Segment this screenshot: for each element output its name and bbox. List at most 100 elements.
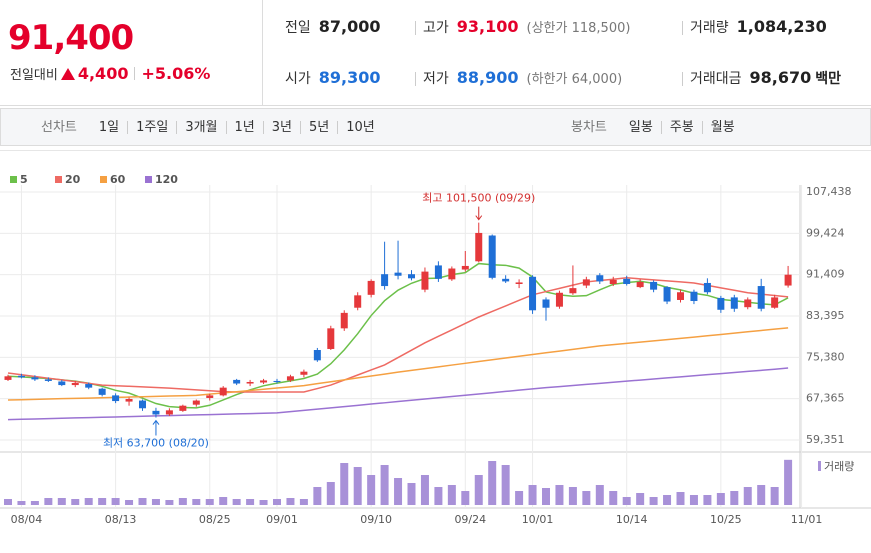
stat-unit: 백만 <box>815 71 842 87</box>
stat-note: (상한가 118,500) <box>526 21 631 36</box>
candle-body <box>434 265 442 279</box>
toolbar-label: 봉차트 <box>571 119 607 135</box>
volume-bar <box>111 498 120 505</box>
stat: 저가 88,900 (하한가 64,000) <box>423 68 622 88</box>
volume-bar <box>636 493 645 505</box>
period-button[interactable]: 1년 <box>225 120 263 134</box>
volume-label: 거래량 <box>824 460 854 473</box>
volume-bar <box>501 465 510 505</box>
x-tick-label: 09/10 <box>360 513 392 526</box>
stat: 거래량 1,084,230 <box>690 17 827 37</box>
candle-body <box>757 286 765 309</box>
volume-bar <box>582 491 591 505</box>
candle-body <box>31 377 39 380</box>
candle-body <box>112 395 120 402</box>
volume-bar <box>743 487 752 505</box>
stat-label: 저가 <box>423 71 449 87</box>
candle-body <box>219 387 227 396</box>
volume-bar <box>299 499 308 505</box>
candle-body <box>286 376 294 381</box>
volume-bar <box>98 498 107 505</box>
change: 4,400 <box>77 64 129 83</box>
stat-label: 시가 <box>285 71 311 87</box>
toolbar-label: 선차트 <box>41 119 77 135</box>
volume-bar <box>380 465 389 505</box>
volume-bar <box>286 498 295 505</box>
candle-body <box>408 274 415 279</box>
y-tick-label: 107,438 <box>806 185 852 198</box>
period-button[interactable]: 3년 <box>262 120 300 134</box>
interval-button[interactable]: 월봉 <box>701 120 743 134</box>
stat-label: 고가 <box>423 20 449 36</box>
candle-body <box>260 380 268 383</box>
stat: 전일 87,000 <box>285 17 381 37</box>
volume-bar <box>125 500 134 505</box>
candle-body <box>717 297 725 310</box>
y-tick-label: 67,365 <box>806 392 845 405</box>
legend-swatch <box>100 176 107 183</box>
volume-bar <box>649 497 658 505</box>
period-button[interactable]: 1주일 <box>127 120 176 134</box>
x-tick-label: 10/25 <box>710 513 742 526</box>
stat-value: 88,900 <box>456 68 519 87</box>
high-annotation: 최고 101,500 (09/29) <box>422 192 535 205</box>
period-button[interactable]: 10년 <box>337 120 383 134</box>
change-row: 전일대비 4,400 +5.06% <box>10 64 210 83</box>
candle-body <box>300 371 308 375</box>
candle-body <box>569 288 577 294</box>
legend-label: 20 <box>65 173 81 186</box>
stat-value: 89,300 <box>318 68 381 87</box>
chart: 107,438 99,424 91,409 83,395 75,380 67,365 59,… <box>0 150 871 526</box>
x-tick-label: 09/01 <box>266 513 298 526</box>
interval-button[interactable]: 주봉 <box>660 120 702 134</box>
x-tick-label: 08/13 <box>105 513 137 526</box>
volume-bar <box>447 485 456 505</box>
volume-bar <box>192 499 201 505</box>
candle-body <box>394 272 402 276</box>
candle-body <box>784 274 792 286</box>
candle-body <box>233 379 241 384</box>
period-button[interactable]: 5년 <box>300 120 337 134</box>
ma-line <box>7 327 789 401</box>
period-button[interactable]: 1일 <box>98 119 120 135</box>
volume-bar <box>515 491 524 505</box>
y-tick-label: 75,380 <box>806 350 845 363</box>
candle-body <box>179 405 187 411</box>
stat-note: (하한가 64,000) <box>526 72 623 87</box>
volume-bar <box>689 495 698 505</box>
candle-body <box>44 379 52 381</box>
interval-button[interactable]: 일봉 <box>628 119 653 135</box>
y-tick-label: 59,351 <box>806 433 845 446</box>
candle-body <box>246 381 254 384</box>
volume-bar <box>663 495 672 505</box>
period-button[interactable]: 3개월 <box>176 120 225 134</box>
volume-bar <box>84 498 93 505</box>
candle-body <box>139 400 146 409</box>
volume-bar <box>474 475 483 505</box>
volume-bar <box>4 499 12 505</box>
y-tick-label: 91,409 <box>806 268 845 281</box>
stat-value: 98,670 <box>749 68 812 87</box>
volume-bar <box>165 500 174 505</box>
volume-bar <box>770 487 779 505</box>
stat: 시가 89,300 <box>285 68 381 88</box>
candle-body <box>703 282 711 293</box>
volume-bar <box>178 498 187 505</box>
stats-panel: 전일 87,000 고가 93,100 (상한가 118,500) 거래량 1,084,23… <box>263 0 871 106</box>
candle-body <box>502 278 510 282</box>
volume-bar <box>676 492 685 505</box>
stat-value: 93,100 <box>456 17 519 36</box>
candle-body <box>744 299 752 308</box>
volume-bar <box>434 487 443 505</box>
volume-bar <box>326 482 335 505</box>
candle-body <box>354 295 362 308</box>
volume-bar <box>246 499 255 505</box>
volume-legend-swatch <box>818 461 821 471</box>
volume-bar <box>716 493 725 505</box>
volume-bar <box>461 491 470 505</box>
legend-label: 5 <box>20 173 28 186</box>
volume-bar <box>622 497 631 505</box>
candle-body <box>677 292 684 300</box>
candle-body <box>448 268 456 280</box>
